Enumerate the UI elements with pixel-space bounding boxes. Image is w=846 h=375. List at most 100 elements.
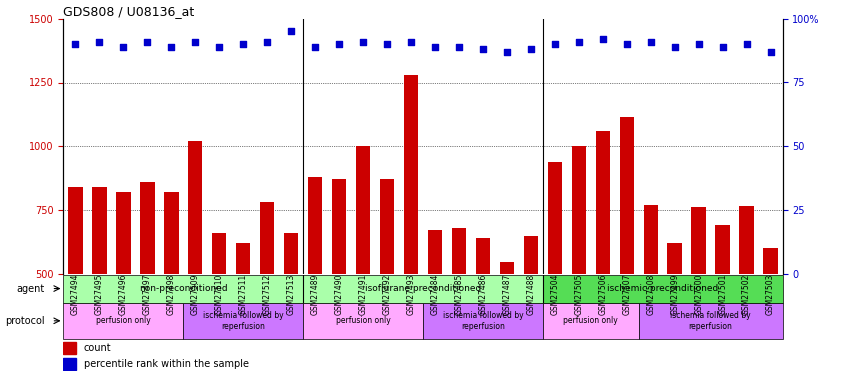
Text: perfusion only: perfusion only bbox=[96, 316, 151, 325]
Text: percentile rank within the sample: percentile rank within the sample bbox=[84, 358, 249, 369]
Text: GSM27484: GSM27484 bbox=[431, 274, 439, 315]
Bar bbox=[619, 117, 634, 375]
Bar bbox=[739, 206, 754, 375]
Point bbox=[92, 39, 106, 45]
Point bbox=[356, 39, 370, 45]
Text: GSM27486: GSM27486 bbox=[479, 274, 487, 315]
Point bbox=[500, 49, 514, 55]
Point bbox=[284, 28, 298, 34]
Text: GSM27507: GSM27507 bbox=[623, 274, 631, 315]
Point bbox=[117, 44, 130, 50]
Bar bbox=[763, 248, 777, 375]
Text: GSM27487: GSM27487 bbox=[503, 274, 511, 315]
Text: ischemia followed by
reperfusion: ischemia followed by reperfusion bbox=[442, 311, 523, 330]
Point bbox=[380, 41, 393, 47]
Point bbox=[236, 41, 250, 47]
Text: GSM27489: GSM27489 bbox=[310, 274, 320, 315]
Point bbox=[476, 46, 490, 53]
Text: ischemia followed by
reperfusion: ischemia followed by reperfusion bbox=[670, 311, 751, 330]
Text: GSM27500: GSM27500 bbox=[695, 274, 703, 315]
Bar bbox=[236, 243, 250, 375]
Bar bbox=[404, 75, 418, 375]
Point bbox=[164, 44, 178, 50]
Bar bbox=[380, 179, 394, 375]
Point bbox=[572, 39, 585, 45]
Bar bbox=[303, 303, 423, 339]
Text: GSM27510: GSM27510 bbox=[215, 274, 223, 315]
Bar bbox=[543, 274, 783, 303]
Bar bbox=[500, 262, 514, 375]
Bar bbox=[284, 233, 299, 375]
Bar bbox=[716, 225, 730, 375]
Bar bbox=[691, 207, 706, 375]
Text: GSM27508: GSM27508 bbox=[646, 274, 655, 315]
Bar bbox=[428, 230, 442, 375]
Point bbox=[692, 41, 706, 47]
Text: GSM27495: GSM27495 bbox=[95, 274, 104, 315]
Point bbox=[261, 39, 274, 45]
Bar bbox=[524, 236, 538, 375]
Point bbox=[764, 49, 777, 55]
Bar bbox=[356, 146, 371, 375]
Bar bbox=[92, 187, 107, 375]
Text: non-preconditioned: non-preconditioned bbox=[139, 284, 228, 293]
Text: GSM27488: GSM27488 bbox=[526, 274, 536, 315]
Bar bbox=[667, 243, 682, 375]
Point bbox=[332, 41, 346, 47]
Point bbox=[739, 41, 753, 47]
Text: GSM27506: GSM27506 bbox=[598, 274, 607, 315]
Bar bbox=[308, 177, 322, 375]
Bar bbox=[184, 303, 303, 339]
Bar bbox=[63, 274, 303, 303]
Point bbox=[667, 44, 681, 50]
Point bbox=[644, 39, 657, 45]
Bar bbox=[140, 182, 155, 375]
Text: GSM27511: GSM27511 bbox=[239, 274, 248, 315]
Text: GSM27493: GSM27493 bbox=[407, 274, 415, 315]
Bar bbox=[332, 179, 346, 375]
Bar bbox=[164, 192, 179, 375]
Bar bbox=[63, 303, 184, 339]
Text: GSM27491: GSM27491 bbox=[359, 274, 367, 315]
Text: GDS808 / U08136_at: GDS808 / U08136_at bbox=[63, 4, 195, 18]
Bar bbox=[63, 357, 76, 370]
Bar bbox=[63, 342, 76, 354]
Text: isoflurane preconditioned: isoflurane preconditioned bbox=[365, 284, 481, 293]
Bar bbox=[116, 192, 130, 375]
Text: perfusion only: perfusion only bbox=[336, 316, 391, 325]
Point bbox=[428, 44, 442, 50]
Text: GSM27502: GSM27502 bbox=[742, 274, 751, 315]
Bar bbox=[644, 205, 658, 375]
Point bbox=[212, 44, 226, 50]
Bar bbox=[639, 303, 783, 339]
Point bbox=[524, 46, 537, 53]
Text: GSM27503: GSM27503 bbox=[766, 274, 775, 315]
Text: GSM27499: GSM27499 bbox=[670, 274, 679, 315]
Text: GSM27492: GSM27492 bbox=[382, 274, 392, 315]
Bar bbox=[303, 274, 543, 303]
Text: agent: agent bbox=[16, 284, 44, 294]
Text: GSM27513: GSM27513 bbox=[287, 274, 295, 315]
Bar bbox=[188, 141, 202, 375]
Text: count: count bbox=[84, 343, 111, 352]
Point bbox=[140, 39, 154, 45]
Text: GSM27498: GSM27498 bbox=[167, 274, 176, 315]
Bar bbox=[547, 162, 562, 375]
Text: GSM27509: GSM27509 bbox=[191, 274, 200, 315]
Bar bbox=[452, 228, 466, 375]
Text: ischemic preconditioned: ischemic preconditioned bbox=[607, 284, 718, 293]
Text: protocol: protocol bbox=[4, 316, 44, 326]
Point bbox=[404, 39, 418, 45]
Text: GSM27504: GSM27504 bbox=[551, 274, 559, 315]
Text: GSM27494: GSM27494 bbox=[71, 274, 80, 315]
Bar bbox=[543, 303, 639, 339]
Point bbox=[620, 41, 634, 47]
Point bbox=[716, 44, 729, 50]
Point bbox=[596, 36, 609, 42]
Bar bbox=[260, 202, 274, 375]
Text: GSM27490: GSM27490 bbox=[335, 274, 343, 315]
Bar bbox=[572, 146, 586, 375]
Point bbox=[452, 44, 465, 50]
Point bbox=[69, 41, 82, 47]
Bar bbox=[475, 238, 490, 375]
